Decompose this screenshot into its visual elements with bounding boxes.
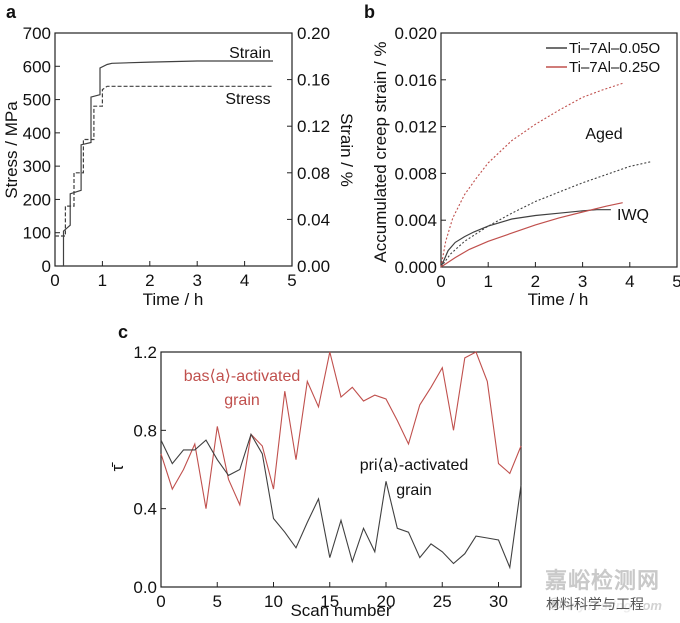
panel-b-xtick-label-3: 3 (578, 272, 587, 291)
panel-b-ytick-label-2: 0.008 (394, 164, 437, 183)
panel-b-annotation-iwq: IWQ (617, 207, 649, 224)
panel-a-xtick-label-5: 5 (287, 271, 296, 290)
panel-b-legend-label-0: Ti–7Al–0.05O (569, 40, 660, 57)
panel-a-ytick-label-2: 200 (23, 190, 51, 209)
panel-b-series-2 (440, 161, 652, 268)
panel-b-series-0 (440, 209, 611, 268)
panel-b-xtick-label-5: 5 (672, 272, 680, 291)
panel-a-ytick-right-label-3: 0.12 (297, 117, 330, 136)
panel-a-ytick-label-4: 400 (23, 124, 51, 143)
panel-a-ytick-right-label-0: 0.00 (297, 257, 330, 276)
panel-b-annotation-aged: Aged (585, 126, 622, 143)
panel-c-xtick-label-3: 15 (320, 592, 339, 611)
panel-a-series-strain (60, 60, 273, 267)
panel-a-ytick-label-5: 500 (23, 91, 51, 110)
panel-a-ylabel-left: Stress / MPa (2, 101, 21, 199)
panel-c-xtick-label-6: 30 (489, 592, 508, 611)
panel-b-label: b (364, 2, 375, 22)
panel-a-series-stress (55, 85, 273, 237)
panel-c-frame (160, 351, 522, 588)
panel-b-frame (440, 32, 678, 268)
panel-a-xtick-label-3: 3 (192, 271, 201, 290)
watermark-account: 材料科学与工程 (546, 594, 644, 614)
panel-b-series-3 (440, 82, 623, 268)
panel-a-ytick-label-1: 100 (23, 224, 51, 243)
panel-b-xtick-label-4: 4 (625, 272, 634, 291)
panel-b-series-1 (440, 202, 623, 268)
panel-c-xlabel: Scan number (290, 601, 391, 620)
panel-a-frame (54, 32, 293, 267)
panel-a-xtick-label-0: 0 (50, 271, 59, 290)
panel-c-label: c (118, 322, 128, 342)
panel-a-ytick-right-label-2: 0.08 (297, 164, 330, 183)
panel-c-xtick-label-0: 0 (156, 592, 165, 611)
panel-a-stress-label: Stress (225, 91, 270, 108)
panel-b-xtick-label-0: 0 (436, 272, 445, 291)
panel-c-series-0 (160, 351, 522, 509)
panel-c-xtick-label-1: 5 (213, 592, 222, 611)
panel-b-ytick-label-1: 0.004 (394, 211, 437, 230)
panel-b-ytick-label-4: 0.016 (394, 71, 437, 90)
panel-c-annotation-bas-1: bas⟨a⟩-activated (184, 368, 301, 385)
panel-a-xtick-label-2: 2 (145, 271, 154, 290)
panel-a-ytick-label-6: 600 (23, 57, 51, 76)
panel-c-annotation-pri-1: pri⟨a⟩-activated (360, 457, 469, 474)
panel-a-label: a (6, 2, 17, 22)
panel-a-ylabel-right: Strain / % (337, 113, 356, 187)
panel-a-ytick-label-3: 300 (23, 157, 51, 176)
panel-b-xtick-label-2: 2 (531, 272, 540, 291)
panel-c-annotation-bas-2: grain (224, 392, 260, 409)
panel-a-xtick-label-4: 4 (240, 271, 249, 290)
panel-c-xtick-label-2: 10 (264, 592, 283, 611)
watermark-brand: 嘉峪检测网 (544, 568, 660, 593)
panel-a-xtick-label-1: 1 (98, 271, 107, 290)
panel-a-ytick-right-label-1: 0.04 (297, 210, 330, 229)
panel-b-xlabel: Time / h (528, 290, 589, 309)
panel-a-ytick-right-label-5: 0.20 (297, 24, 330, 43)
panel-c-xtick-label-5: 25 (433, 592, 452, 611)
panel-c-ylabel: τ̄ (108, 462, 127, 472)
panel-c-ytick-label-3: 1.2 (133, 343, 157, 362)
panel-a-ytick-label-7: 700 (23, 24, 51, 43)
panel-a-strain-label: Strain (229, 45, 271, 62)
panel-c-ytick-label-1: 0.4 (133, 500, 157, 519)
panel-b-ylabel: Accumulated creep strain / % (371, 41, 390, 262)
panel-b-ytick-label-3: 0.012 (394, 118, 437, 137)
panel-b-ytick-label-5: 0.020 (394, 24, 437, 43)
panel-a-ytick-label-0: 0 (42, 257, 51, 276)
watermark: 嘉峪检测网 AnyTesting.com ◉ 材料科学与工程 (476, 567, 666, 617)
panel-c-ytick-label-0: 0.0 (133, 578, 157, 597)
panel-c-xtick-label-4: 20 (377, 592, 396, 611)
panel-b-legend-label-1: Ti–7Al–0.25O (569, 59, 660, 76)
panel-c-ytick-label-2: 0.8 (133, 421, 157, 440)
panel-a-xlabel: Time / h (143, 290, 204, 309)
panel-b-xtick-label-1: 1 (483, 272, 492, 291)
panel-b-ytick-label-0: 0.000 (394, 258, 437, 277)
panel-c-annotation-pri-2: grain (396, 482, 432, 499)
panel-a-ytick-right-label-4: 0.16 (297, 71, 330, 90)
panel-c-series-1 (160, 432, 522, 570)
